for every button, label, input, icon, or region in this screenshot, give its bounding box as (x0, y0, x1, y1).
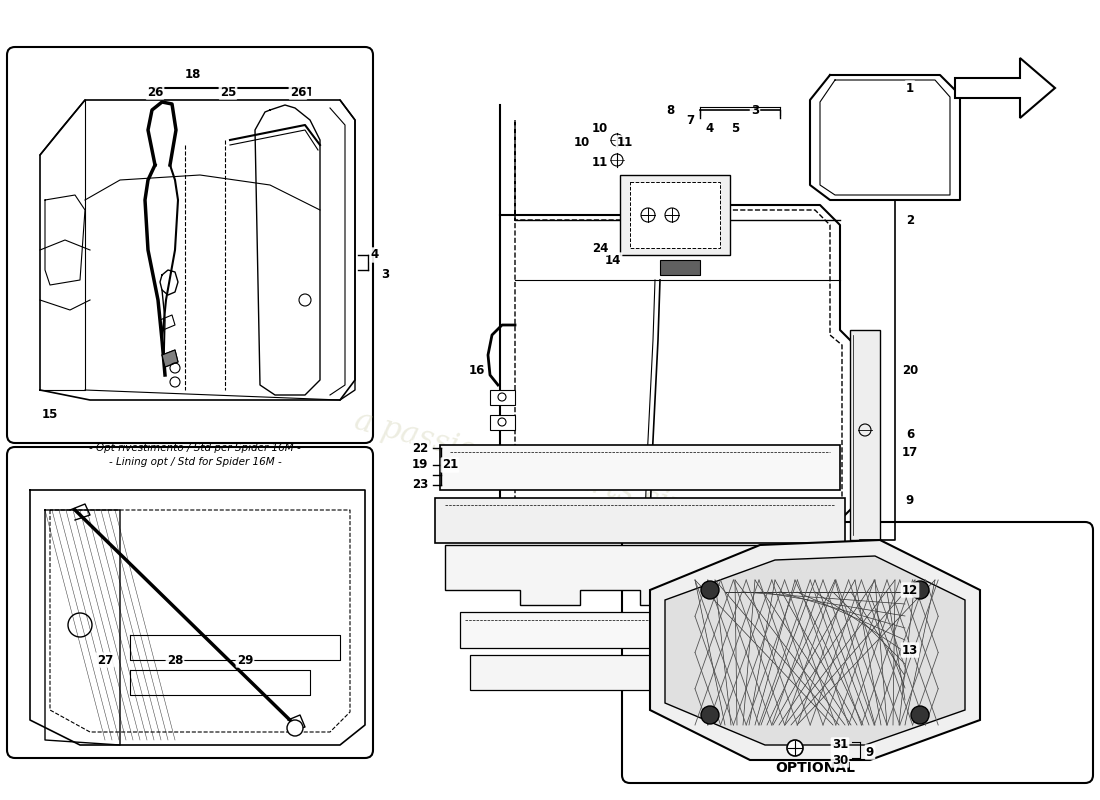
Text: 9: 9 (866, 746, 874, 758)
Text: 26: 26 (146, 86, 163, 98)
Text: 23: 23 (411, 478, 428, 491)
Text: 21: 21 (442, 458, 458, 471)
FancyBboxPatch shape (621, 522, 1093, 783)
Circle shape (701, 706, 719, 724)
Polygon shape (162, 350, 178, 367)
Circle shape (701, 581, 719, 599)
Text: 2: 2 (906, 214, 914, 226)
Circle shape (911, 581, 930, 599)
Polygon shape (440, 445, 840, 490)
Text: 3: 3 (751, 103, 759, 117)
Text: 15: 15 (42, 409, 58, 422)
Polygon shape (620, 175, 730, 255)
Text: 20: 20 (902, 363, 918, 377)
Polygon shape (630, 182, 720, 248)
Polygon shape (490, 415, 515, 430)
Text: 27: 27 (97, 654, 113, 666)
Circle shape (287, 720, 303, 736)
Circle shape (911, 706, 930, 724)
Text: 5: 5 (730, 122, 739, 134)
Polygon shape (666, 556, 965, 745)
Polygon shape (650, 540, 980, 760)
Polygon shape (660, 260, 700, 275)
Text: 25: 25 (220, 86, 236, 98)
Text: 18: 18 (185, 69, 201, 82)
Text: 10: 10 (592, 122, 608, 134)
Text: 22: 22 (411, 442, 428, 454)
Text: 13: 13 (902, 643, 918, 657)
Text: 31: 31 (832, 738, 848, 751)
Text: 26: 26 (289, 86, 306, 98)
Text: 11: 11 (617, 137, 634, 150)
Text: 10: 10 (574, 137, 590, 150)
Text: 29: 29 (236, 654, 253, 666)
Text: 14: 14 (605, 254, 621, 266)
Text: 17: 17 (902, 446, 918, 458)
Text: 4: 4 (371, 249, 380, 262)
Text: 1: 1 (906, 82, 914, 94)
Polygon shape (490, 390, 515, 405)
Text: 4: 4 (706, 122, 714, 134)
Polygon shape (446, 545, 760, 605)
Polygon shape (470, 655, 780, 690)
Text: 11: 11 (592, 157, 608, 170)
Text: 6: 6 (906, 429, 914, 442)
Text: 7: 7 (686, 114, 694, 126)
Text: 24: 24 (592, 242, 608, 254)
FancyBboxPatch shape (7, 447, 373, 758)
Polygon shape (955, 58, 1055, 118)
Text: 30: 30 (832, 754, 848, 766)
Text: 19: 19 (411, 458, 428, 471)
Text: - Opt rivestimento / Std per Spider 16M -: - Opt rivestimento / Std per Spider 16M … (89, 443, 301, 453)
Text: 8: 8 (666, 103, 674, 117)
Polygon shape (434, 498, 845, 543)
Polygon shape (460, 612, 770, 648)
Text: 12: 12 (902, 583, 918, 597)
FancyBboxPatch shape (7, 47, 373, 443)
Text: 3: 3 (381, 269, 389, 282)
Text: 16: 16 (469, 363, 485, 377)
Circle shape (786, 740, 803, 756)
Text: OPTIONAL: OPTIONAL (776, 761, 855, 775)
Text: 9: 9 (906, 494, 914, 506)
Text: - Lining opt / Std for Spider 16M -: - Lining opt / Std for Spider 16M - (109, 457, 282, 467)
Text: a passion for parts since 1985: a passion for parts since 1985 (351, 405, 808, 555)
Polygon shape (850, 330, 880, 540)
Text: 28: 28 (167, 654, 184, 666)
